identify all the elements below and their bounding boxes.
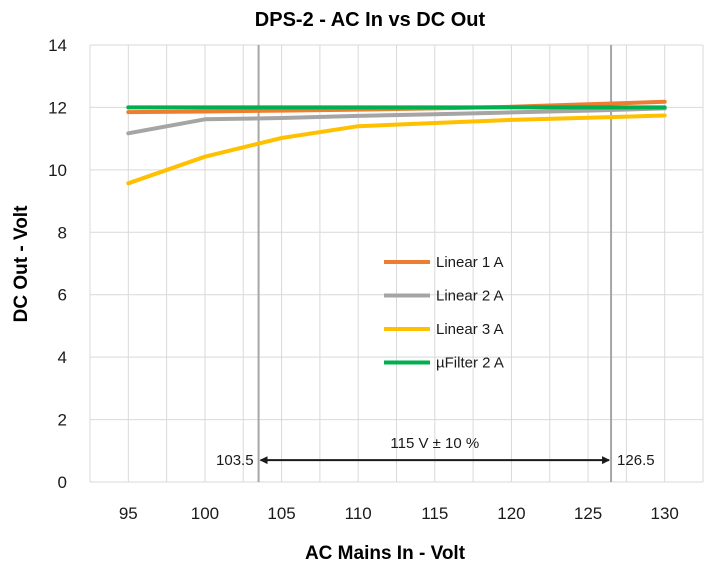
legend-label: µFilter 2 A <box>436 355 504 372</box>
y-tick-label: 4 <box>58 348 67 367</box>
x-tick-label: 120 <box>497 504 525 523</box>
x-tick-label: 110 <box>345 504 372 523</box>
y-axis-title: DC Out - Volt <box>11 205 32 322</box>
x-tick-label: 105 <box>267 504 295 523</box>
y-tick-label: 0 <box>58 473 67 492</box>
series-lines <box>126 99 667 186</box>
y-tick-label: 10 <box>48 161 67 180</box>
legend-label: Linear 1 A <box>436 254 504 271</box>
y-tick-label: 14 <box>48 36 67 55</box>
y-tick-labels: 0 2 4 6 8 10 12 14 <box>48 36 67 492</box>
x-tick-label: 130 <box>651 504 679 523</box>
legend: Linear 1 A Linear 2 A Linear 3 A µFilter 2 … <box>384 254 504 372</box>
y-tick-label: 12 <box>48 98 67 117</box>
upper-marker-label: 126.5 <box>617 452 655 469</box>
legend-label: Linear 2 A <box>436 288 504 305</box>
legend-label: Linear 3 A <box>436 321 504 338</box>
x-tick-label: 100 <box>191 504 219 523</box>
series-line <box>126 106 667 136</box>
y-tick-label: 6 <box>58 286 67 305</box>
y-tick-label: 2 <box>58 411 67 430</box>
x-tick-label: 115 <box>421 504 448 523</box>
range-label: 115 V ± 10 % <box>390 435 479 452</box>
series-line <box>126 113 667 186</box>
x-tick-labels: 95 100 105 110 115 120 125 130 <box>119 504 679 523</box>
lower-marker-label: 103.5 <box>216 452 254 469</box>
x-tick-label: 125 <box>574 504 602 523</box>
chart-title: DPS-2 - AC In vs DC Out <box>255 9 486 31</box>
x-axis-title: AC Mains In - Volt <box>305 543 466 564</box>
y-tick-label: 8 <box>58 223 67 242</box>
x-tick-label: 95 <box>119 504 138 523</box>
